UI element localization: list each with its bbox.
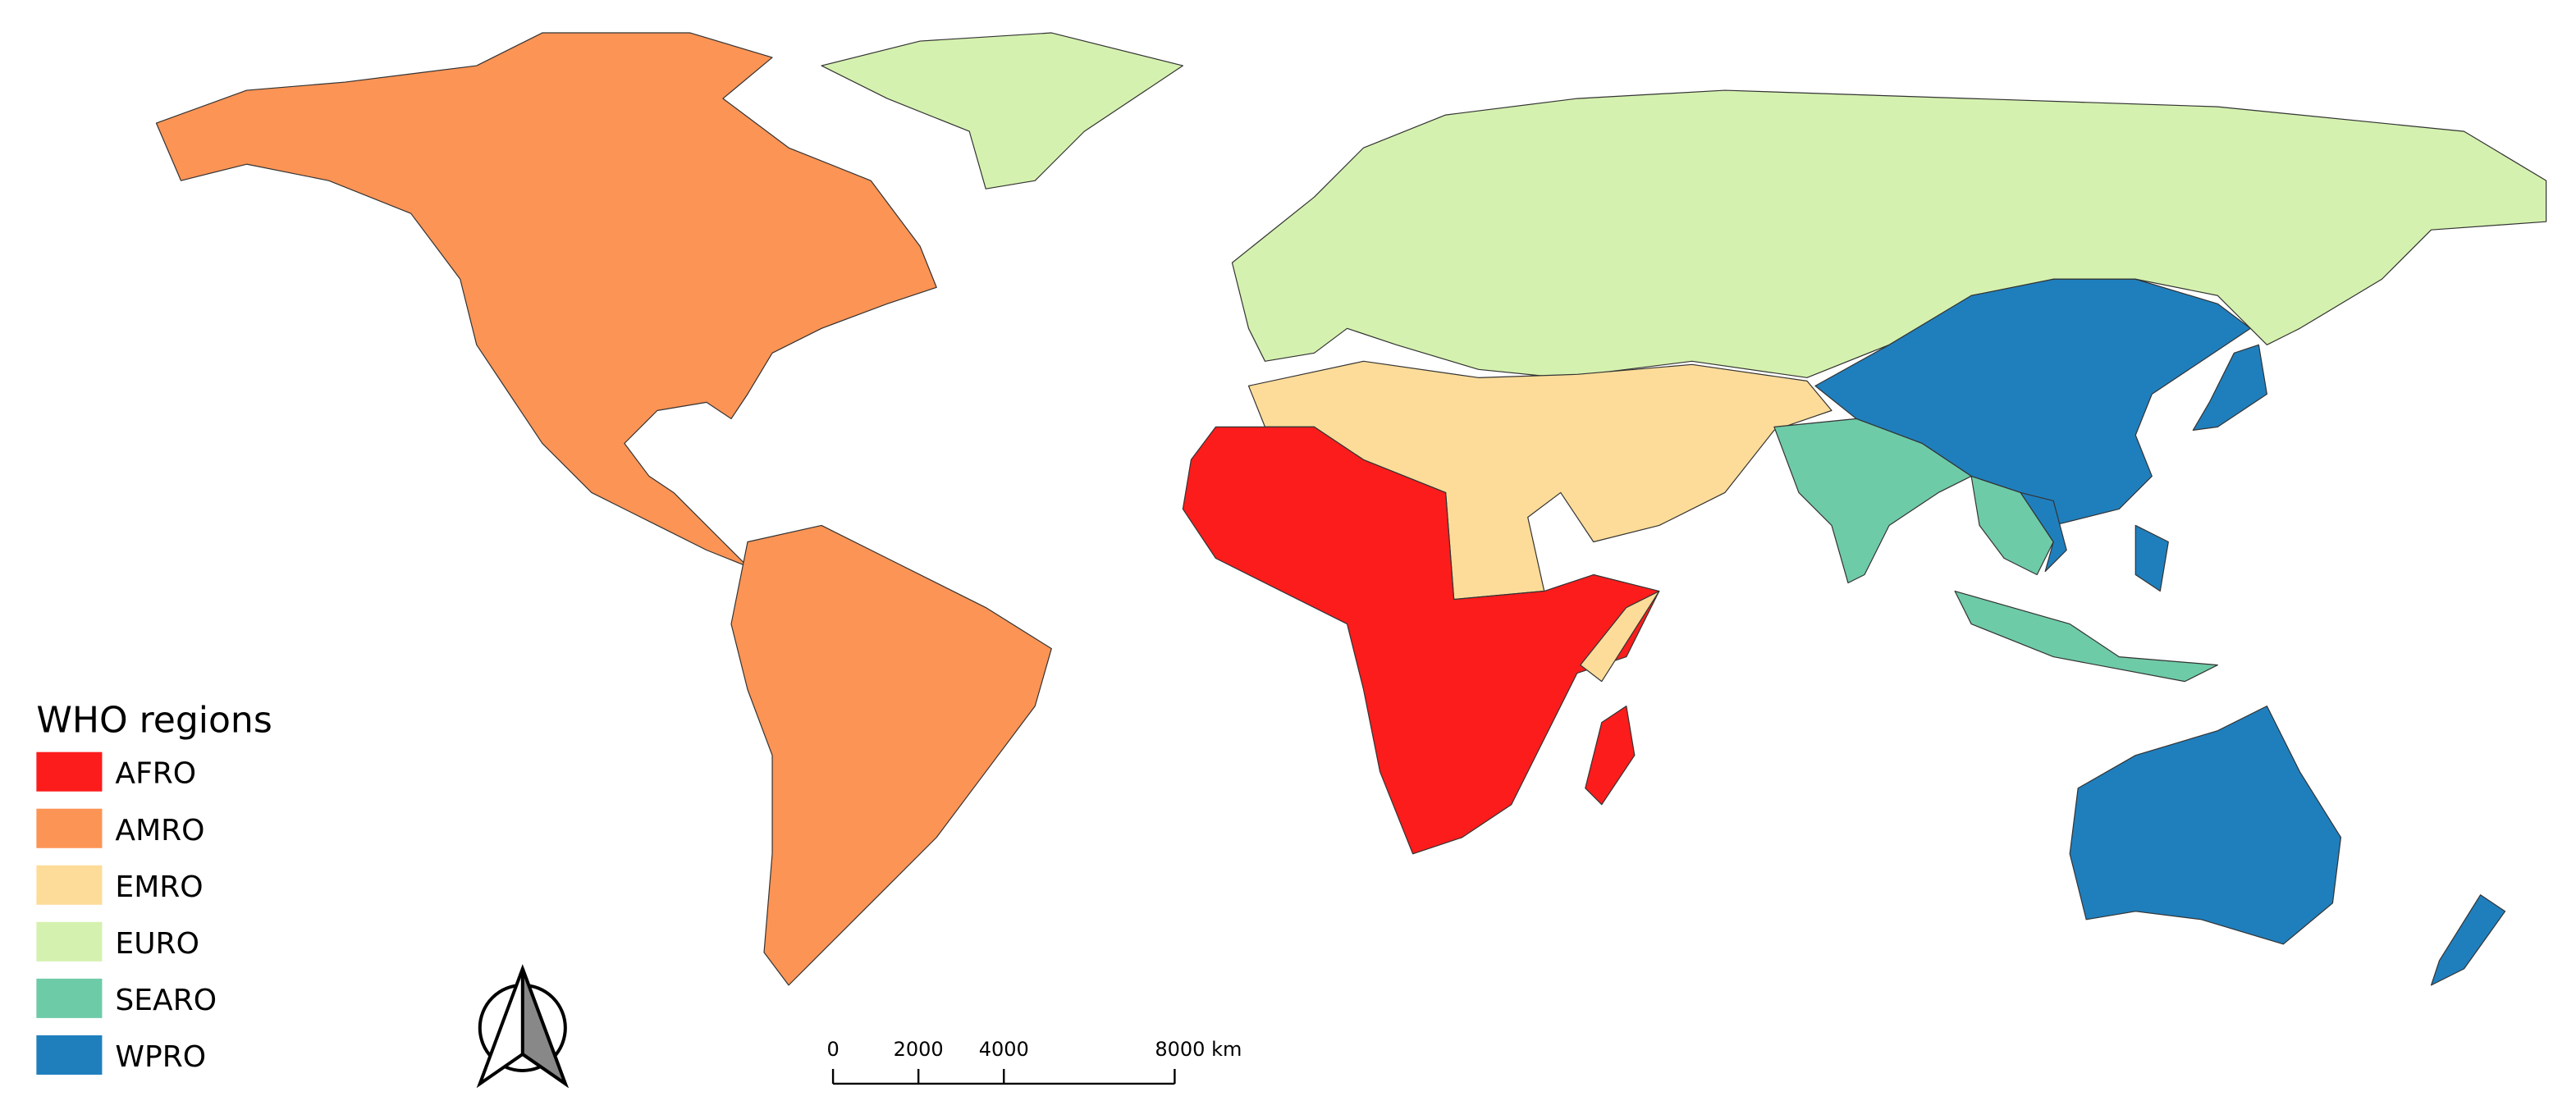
legend-label: WPRO	[115, 1040, 206, 1074]
scale-tick-label: 4000	[979, 1038, 1029, 1061]
legend-title: WHO regions	[36, 700, 272, 742]
legend-label: EMRO	[115, 870, 203, 904]
legend-swatch	[36, 921, 103, 962]
japan	[2192, 344, 2267, 431]
madagascar	[1585, 706, 1636, 806]
legend-swatch	[36, 751, 103, 792]
north-america	[155, 32, 937, 568]
land-masses	[155, 32, 2547, 986]
australia	[2069, 706, 2342, 945]
somalia	[1580, 590, 1660, 683]
africa	[1182, 426, 1660, 855]
scale-tick-label: 0	[826, 1038, 839, 1061]
legend-swatch	[36, 865, 103, 905]
europe-russia	[1231, 89, 2547, 378]
legend-swatch	[36, 808, 103, 848]
south-america	[730, 524, 1052, 986]
legend-swatch	[36, 978, 103, 1018]
legend-label: EURO	[115, 927, 199, 961]
greenland	[821, 32, 1184, 190]
scale-tick-label: 2000	[894, 1038, 944, 1061]
vietnam	[2020, 491, 2067, 573]
legend-label: SEARO	[115, 984, 217, 1017]
legend-label: AMRO	[115, 814, 204, 847]
new-zealand	[2430, 894, 2506, 986]
legend: WHO regions AFRO AMRO EMRO EURO SEARO WPRO	[36, 700, 272, 1075]
scale-bar: 0 2000 4000 8000 km	[826, 1038, 1242, 1085]
india	[1773, 418, 1972, 584]
philippines-png	[2134, 524, 2169, 592]
scale-tick-label: 8000 km	[1155, 1038, 1242, 1061]
indonesia	[1954, 590, 2218, 683]
legend-label: AFRO	[115, 757, 196, 791]
north-arrow	[476, 964, 569, 1089]
legend-swatch	[36, 1035, 103, 1075]
